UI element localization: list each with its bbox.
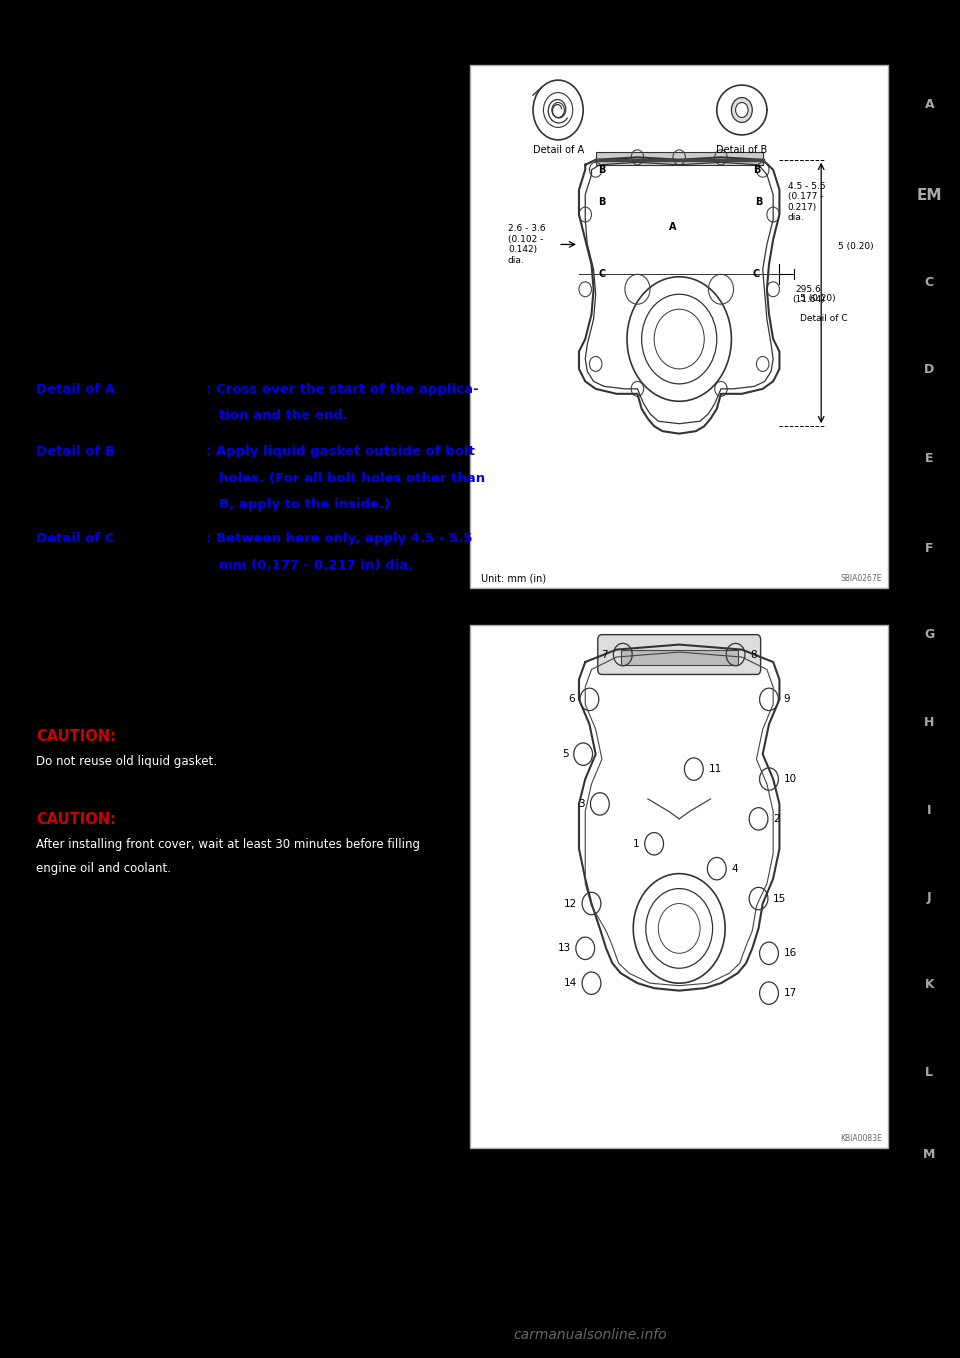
Text: tion and the end.: tion and the end. [219,410,348,422]
Bar [621,649,737,664]
Text: 8: 8 [750,649,756,660]
Text: 6: 6 [568,694,575,705]
Text: 10: 10 [783,774,797,784]
Text: 3: 3 [579,799,586,809]
Text: Detail of B: Detail of B [716,145,767,155]
Circle shape [732,98,753,122]
Text: B: B [755,197,762,208]
Text: CAUTION:: CAUTION: [36,812,116,827]
Bar [595,152,762,164]
Text: 295.6
(11.64): 295.6 (11.64) [792,285,825,304]
Text: Detail of B: Detail of B [36,445,115,459]
Text: carmanualsonline.info: carmanualsonline.info [514,1328,667,1342]
Text: holes. (For all bolt holes other than: holes. (For all bolt holes other than [219,471,485,485]
Text: 11: 11 [708,765,722,774]
Text: CAUTION:: CAUTION: [36,729,116,744]
Text: : Apply liquid gasket outside of bolt: : Apply liquid gasket outside of bolt [206,445,475,459]
Text: 13: 13 [558,944,570,953]
Text: After installing front cover, wait at least 30 minutes before filling: After installing front cover, wait at le… [36,838,420,851]
Text: C: C [924,277,934,289]
Text: 16: 16 [783,948,797,959]
Text: B: B [753,164,760,175]
Text: SBIA0267E: SBIA0267E [840,574,881,583]
Text: 14: 14 [564,978,577,989]
Text: Detail of C: Detail of C [801,314,848,323]
Text: 9: 9 [783,694,790,705]
Text: 5: 5 [562,750,568,759]
Text: 2: 2 [773,813,780,824]
Text: C: C [598,269,606,280]
Text: Detail of A: Detail of A [36,383,116,397]
Text: 4: 4 [732,864,738,873]
Text: 17: 17 [783,989,797,998]
Text: Unit: mm (in): Unit: mm (in) [481,573,546,583]
Text: Detail of A: Detail of A [533,145,584,155]
Text: K: K [924,979,934,991]
FancyBboxPatch shape [598,634,760,675]
Text: 5 (0.20): 5 (0.20) [801,295,836,303]
Text: 2.6 - 3.6
(0.102 -
0.142)
dia.: 2.6 - 3.6 (0.102 - 0.142) dia. [508,224,545,265]
Text: C: C [753,269,760,280]
Text: 12: 12 [564,899,577,909]
Text: B: B [598,164,606,175]
Text: 7: 7 [602,649,609,660]
Text: : Between here only, apply 4.5 - 5.5: : Between here only, apply 4.5 - 5.5 [206,532,473,546]
Text: 15: 15 [773,894,786,903]
Text: A: A [669,221,677,232]
Text: Detail of C: Detail of C [36,532,115,546]
Text: 4.5 - 5.5
(0.177 -
0.217)
dia.: 4.5 - 5.5 (0.177 - 0.217) dia. [788,182,826,223]
Text: 5 (0.20): 5 (0.20) [838,243,874,251]
Text: E: E [925,451,933,464]
Bar [470,65,888,588]
Text: M: M [924,1149,935,1161]
Text: H: H [924,716,934,728]
Bar [470,625,888,1148]
Text: : Cross over the start of the applica-: : Cross over the start of the applica- [206,383,479,397]
Text: A: A [924,99,934,111]
Text: D: D [924,364,934,376]
Text: G: G [924,629,934,641]
Text: F: F [925,542,933,554]
Text: B, apply to the inside.): B, apply to the inside.) [219,498,391,512]
Text: KBIA0083E: KBIA0083E [840,1134,881,1142]
Text: mm (0.177 - 0.217 in) dia.: mm (0.177 - 0.217 in) dia. [219,559,413,572]
Text: L: L [925,1066,933,1078]
Text: engine oil and coolant.: engine oil and coolant. [36,862,172,876]
Text: Do not reuse old liquid gasket.: Do not reuse old liquid gasket. [36,755,218,769]
Text: I: I [927,804,931,816]
Text: 1: 1 [633,839,639,849]
Text: B: B [598,197,606,208]
Text: J: J [927,891,931,903]
Text: EM: EM [917,187,942,202]
Circle shape [735,103,748,118]
